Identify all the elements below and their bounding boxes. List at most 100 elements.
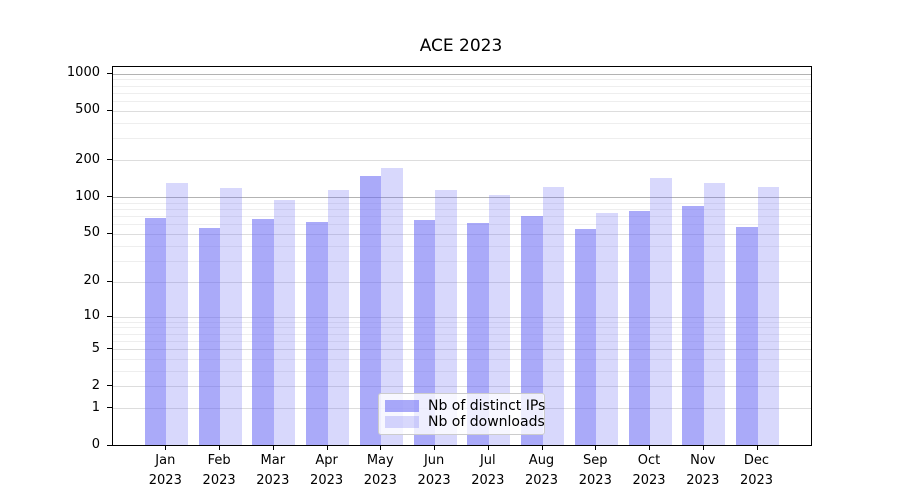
y-tick-label-100: 100 <box>75 188 100 204</box>
chart-title: ACE 2023 <box>419 36 503 56</box>
x-tick-label-sep: Sep 2023 <box>578 453 612 488</box>
gridline-40 <box>113 245 811 247</box>
y-tick-label-1: 1 <box>91 399 100 415</box>
bar-downloads-feb <box>220 187 242 445</box>
x-tick-label-mar: Mar 2023 <box>256 453 290 488</box>
y-tick-20 <box>107 280 112 282</box>
x-tick-oct <box>649 445 650 450</box>
x-tick-apr <box>326 445 328 450</box>
gridline-70 <box>113 216 811 218</box>
gridline-10 <box>113 316 811 318</box>
gridline-400 <box>113 122 811 124</box>
legend: Nb of distinct IPs Nb of downloads <box>378 393 545 435</box>
x-tick-label-jul: Jul 2023 <box>471 453 505 488</box>
x-tick-label-may: May 2023 <box>363 453 397 488</box>
bar-distinct-ips-jul <box>467 222 489 445</box>
gridline-90 <box>113 202 811 204</box>
x-tick-feb <box>219 445 221 450</box>
y-tick-50 <box>107 232 112 234</box>
y-tick-label-5: 5 <box>91 340 100 356</box>
x-tick-label-oct: Oct 2023 <box>632 453 666 488</box>
y-tick-1 <box>107 407 112 409</box>
y-tick-500 <box>107 109 112 111</box>
x-tick-jan <box>165 445 167 450</box>
gridline-800 <box>113 85 811 87</box>
gridline-7 <box>113 333 811 335</box>
gridline-1000 <box>113 73 811 75</box>
bar-distinct-ips-may <box>359 175 382 445</box>
bar-downloads-may <box>381 167 403 445</box>
bar-distinct-ips-feb <box>198 228 220 445</box>
y-tick-label-200: 200 <box>75 151 100 167</box>
bar-distinct-ips-sep <box>574 229 597 445</box>
y-tick-label-10: 10 <box>83 308 100 323</box>
bar-distinct-ips-apr <box>306 221 328 445</box>
x-tick-aug <box>541 445 543 450</box>
bar-downloads-jul <box>488 195 511 445</box>
y-tick-label-0: 0 <box>91 437 100 453</box>
y-tick-200 <box>107 159 112 160</box>
legend-swatch-downloads <box>385 416 419 428</box>
x-tick-sep <box>595 445 597 450</box>
x-tick-label-dec: Dec 2023 <box>739 453 774 488</box>
legend-item-downloads: Nb of downloads <box>385 414 545 430</box>
x-tick-label-apr: Apr 2023 <box>310 453 344 488</box>
gridline-80 <box>113 209 811 210</box>
x-tick-dec <box>756 445 758 450</box>
gridline-500 <box>113 110 811 112</box>
y-tick-0 <box>107 444 112 446</box>
gridline-4 <box>113 358 811 360</box>
gridline-300 <box>113 138 811 140</box>
gridline-9 <box>113 321 811 323</box>
gridline-60 <box>113 224 811 226</box>
legend-label-downloads: Nb of downloads <box>428 414 545 430</box>
y-tick-label-20: 20 <box>83 273 100 289</box>
bar-distinct-ips-dec <box>736 227 758 445</box>
x-tick-nov <box>702 445 704 450</box>
x-tick-mar <box>272 445 274 450</box>
y-tick-label-2: 2 <box>91 377 100 393</box>
gridline-8 <box>113 327 811 329</box>
gridline-5 <box>113 349 811 351</box>
y-tick-100 <box>107 196 112 198</box>
x-tick-jun <box>434 445 436 450</box>
bar-downloads-oct <box>650 177 672 445</box>
y-tick-label-1000: 1000 <box>66 65 100 81</box>
gridline-900 <box>113 79 811 81</box>
gridline-100 <box>113 197 811 199</box>
gridline-50 <box>113 233 811 235</box>
bar-downloads-jan <box>166 182 188 445</box>
bar-distinct-ips-oct <box>628 211 650 445</box>
plot-area <box>112 66 812 446</box>
x-tick-label-nov: Nov 2023 <box>686 453 720 488</box>
gridline-6 <box>113 340 811 342</box>
gridline-200 <box>113 160 811 161</box>
x-tick-label-jun: Jun 2023 <box>417 453 451 488</box>
bar-distinct-ips-aug <box>521 216 543 445</box>
x-tick-may <box>380 445 382 450</box>
y-tick-label-50: 50 <box>83 225 100 241</box>
x-tick-label-jan: Jan 2023 <box>148 453 182 488</box>
x-tick-label-aug: Aug 2023 <box>524 453 559 488</box>
legend-item-distinct-ips: Nb of distinct IPs <box>385 398 545 414</box>
bar-downloads-aug <box>542 186 565 445</box>
bar-downloads-mar <box>273 200 296 445</box>
bar-downloads-apr <box>327 189 350 445</box>
x-tick-label-feb: Feb 2023 <box>202 453 236 488</box>
bar-distinct-ips-jan <box>144 217 167 445</box>
bar-distinct-ips-nov <box>682 206 704 445</box>
bar-distinct-ips-mar <box>252 218 274 445</box>
gridline-20 <box>113 281 811 283</box>
bar-downloads-nov <box>703 182 726 445</box>
gridline-700 <box>113 92 811 94</box>
gridline-30 <box>113 260 811 262</box>
gridline-2 <box>113 386 811 388</box>
gridline-3 <box>113 370 811 372</box>
bar-distinct-ips-jun <box>413 220 436 445</box>
bar-downloads-jun <box>435 190 457 445</box>
y-tick-10 <box>107 315 112 317</box>
x-tick-jul <box>487 445 489 450</box>
legend-label-distinct-ips: Nb of distinct IPs <box>428 398 546 414</box>
y-tick-5 <box>107 348 112 350</box>
